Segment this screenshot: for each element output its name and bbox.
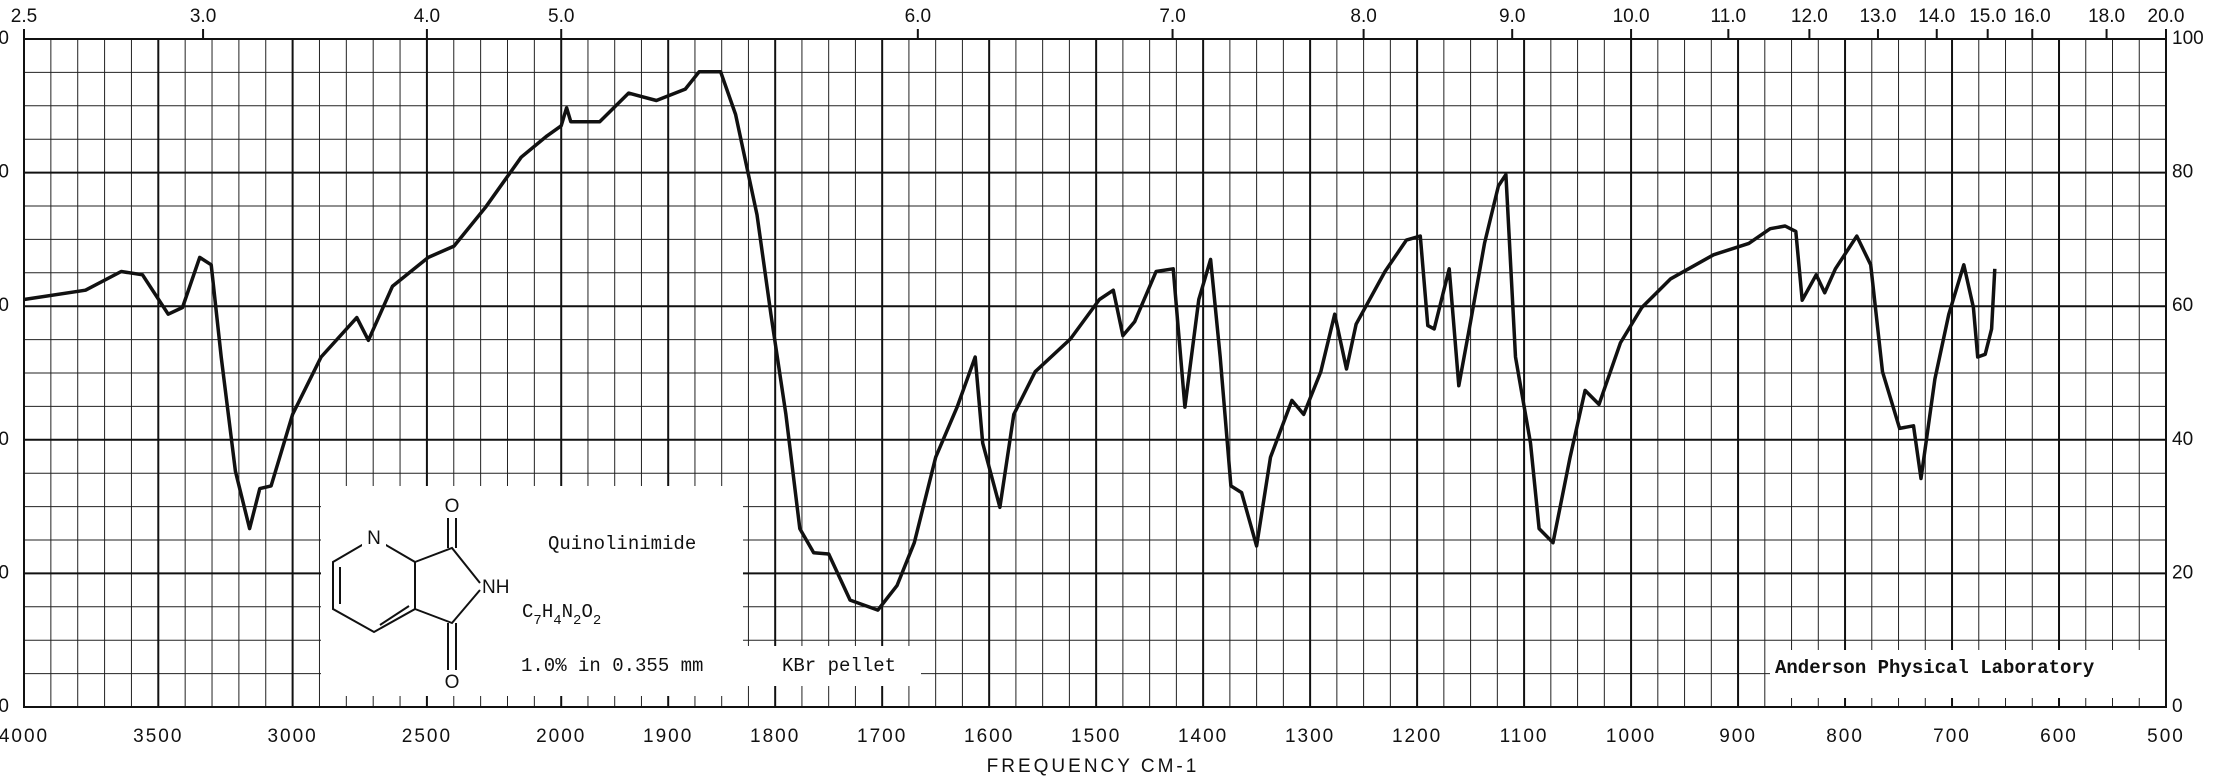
y-tick-label: 80 <box>2172 162 2193 183</box>
y-tick-label: 0 <box>2172 696 2183 717</box>
x2-tick-label: 15.0 <box>1969 6 2006 27</box>
atom-label: O <box>445 672 460 693</box>
x2-tick-label: 13.0 <box>1859 6 1896 27</box>
x2-tick-label: 12.0 <box>1791 6 1828 27</box>
x-tick-label: 3000 <box>267 726 317 747</box>
axes: 0 0 20 20 40 40 60 60 80 80 100 100 4000 3500 3000 2500… <box>0 6 2204 747</box>
x-tick-label: 700 <box>1933 726 1971 747</box>
y-tick-label: 100 <box>2172 28 2204 49</box>
x-tick-label: 1500 <box>1071 726 1121 747</box>
y-tick-label: 40 <box>2172 429 2193 450</box>
compound-name: Quinolinimide <box>548 533 696 555</box>
double-bond <box>379 605 410 626</box>
y-tick-label-left: 40 <box>0 429 9 450</box>
x2-tick-label: 18.0 <box>2088 6 2125 27</box>
atom-bg <box>362 527 386 549</box>
x-axis-title: FREQUENCY CM-1 <box>987 756 1200 777</box>
x2-tick-label: 7.0 <box>1159 6 1185 27</box>
spectrum-line <box>23 69 1997 612</box>
x2-tick-label: 20.0 <box>2148 6 2185 27</box>
x2-tick-label: 14.0 <box>1918 6 1955 27</box>
x2-tick-label: 10.0 <box>1613 6 1650 27</box>
medium-box <box>743 646 921 686</box>
inset: N O NH O Quinolinimide C7H4N2O2 1.0% in … <box>321 486 2166 698</box>
y-tick-label-left: 80 <box>0 162 9 183</box>
x-tick-label: 1800 <box>750 726 800 747</box>
plot <box>23 69 1997 612</box>
x-tick-label: 3500 <box>133 726 183 747</box>
x-tick-label: 1400 <box>1178 726 1228 747</box>
x2-tick-label: 9.0 <box>1499 6 1525 27</box>
x2-tick-label: 5.0 <box>548 6 574 27</box>
imide-bond <box>414 546 481 584</box>
x-tick-label: 600 <box>2040 726 2078 747</box>
sample: 1.0% in 0.355 mm <box>521 655 703 677</box>
x2-tick-label: 11.0 <box>1711 6 1747 27</box>
x-tick-label: 1200 <box>1392 726 1442 747</box>
lab-name: Anderson Physical Laboratory <box>1775 657 2095 679</box>
x-tick-label: 900 <box>1719 726 1757 747</box>
x2-tick-label: 8.0 <box>1350 6 1376 27</box>
x-tick-label: 1900 <box>643 726 693 747</box>
y-tick-label-left: 0 <box>0 696 9 717</box>
y-tick-label: 60 <box>2172 295 2193 316</box>
medium: KBr pellet <box>782 655 896 677</box>
y-tick-label-left: 100 <box>0 28 9 49</box>
x-tick-label: 2500 <box>402 726 452 747</box>
x-tick-label: 1700 <box>857 726 907 747</box>
x2-tick-label: 6.0 <box>905 6 931 27</box>
x-tick-label: 2000 <box>536 726 586 747</box>
formula: C7H4N2O2 <box>522 601 601 629</box>
x-tick-label: 1300 <box>1285 726 1335 747</box>
x-tick-label: 500 <box>2147 726 2185 747</box>
y-tick-label-left: 20 <box>0 562 9 583</box>
inset-box <box>321 486 743 696</box>
x-tick-label: 1100 <box>1500 726 1549 747</box>
imide-bond <box>414 589 481 625</box>
atom-label: NH <box>482 577 509 598</box>
structure <box>332 518 481 670</box>
x-tick-label: 1600 <box>964 726 1014 747</box>
x2-tick-label: 16.0 <box>2014 6 2051 27</box>
x2-tick-label: 2.5 <box>11 6 37 27</box>
y-tick-label-left: 60 <box>0 295 9 316</box>
x-tick-label: 800 <box>1826 726 1864 747</box>
lab-box <box>1770 650 2166 698</box>
x2-tick-label: 4.0 <box>414 6 440 27</box>
plot-frame <box>23 38 2167 708</box>
atom-label: O <box>445 496 460 517</box>
x2-tick-label: 3.0 <box>190 6 216 27</box>
atom-label: N <box>367 528 381 549</box>
x-tick-label: 4000 <box>0 726 49 747</box>
y-tick-label: 20 <box>2172 562 2193 583</box>
x-tick-label: 1000 <box>1606 726 1656 747</box>
